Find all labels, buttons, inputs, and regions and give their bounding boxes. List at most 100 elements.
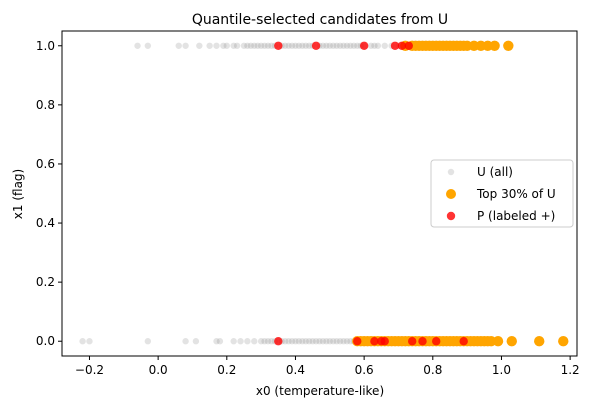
data-point-s0-y1-28 bbox=[302, 42, 309, 49]
series-0 bbox=[79, 42, 402, 345]
data-point-s0-y0-4 bbox=[192, 338, 200, 345]
data-point-s0-y1-19 bbox=[268, 42, 275, 49]
data-point-s1-y0-40 bbox=[492, 336, 504, 347]
data-point-s0-y0-1 bbox=[86, 338, 93, 345]
data-point-s0-y1-34 bbox=[326, 42, 333, 49]
y-tick-label: 1.0 bbox=[36, 39, 55, 53]
data-point-s0-y0-30 bbox=[323, 338, 330, 345]
data-point-s0-y1-12 bbox=[244, 42, 251, 49]
data-point-s0-y1-33 bbox=[323, 42, 330, 49]
legend: U (all) Top 30% of U P (labeled +) bbox=[430, 159, 574, 228]
data-point-s2-y0-6 bbox=[418, 337, 427, 346]
data-point-s2-y1-1 bbox=[311, 41, 321, 50]
data-point-s0-y0-22 bbox=[295, 338, 303, 345]
data-point-s0-y0-31 bbox=[326, 338, 333, 345]
data-point-s0-y1-38 bbox=[340, 42, 347, 49]
data-point-s0-y1-46 bbox=[371, 42, 378, 49]
data-point-s0-y1-16 bbox=[257, 42, 265, 49]
data-point-s0-y1-26 bbox=[295, 42, 303, 49]
data-point-s0-y0-8 bbox=[237, 338, 244, 345]
data-point-s0-y0-36 bbox=[343, 338, 351, 345]
legend-box bbox=[430, 159, 574, 228]
data-point-s2-y1-3 bbox=[390, 41, 400, 50]
data-point-s1-y1-22 bbox=[503, 40, 514, 51]
x-tick-label: 0.6 bbox=[355, 363, 374, 377]
data-point-s0-y1-41 bbox=[350, 42, 358, 49]
data-point-s0-y0-19 bbox=[285, 338, 292, 345]
data-point-s1-y0-43 bbox=[558, 336, 569, 347]
x-tick-label: 0.0 bbox=[149, 363, 168, 377]
data-point-s0-y0-3 bbox=[182, 338, 189, 345]
data-point-s0-y0-35 bbox=[340, 338, 347, 345]
data-point-s0-y0-37 bbox=[347, 338, 354, 345]
data-point-s0-y0-0 bbox=[79, 338, 86, 345]
data-point-s0-y0-28 bbox=[316, 338, 323, 345]
legend-label-p-labeled: P (labeled +) bbox=[477, 209, 555, 223]
data-point-s2-y0-2 bbox=[370, 337, 379, 346]
y-tick-label: 0.8 bbox=[36, 98, 55, 112]
data-point-s0-y1-10 bbox=[233, 42, 241, 49]
data-point-s0-y1-25 bbox=[292, 42, 299, 49]
data-point-s0-y1-5 bbox=[206, 42, 213, 49]
data-point-s0-y0-21 bbox=[292, 338, 299, 345]
chart-title: Quantile-selected candidates from U bbox=[192, 12, 448, 28]
x-axis: −0.2 0.0 0.2 0.4 0.6 0.8 1.0 1.2 bbox=[75, 356, 580, 377]
data-point-s2-y0-5 bbox=[408, 337, 417, 346]
data-point-s0-y1-0 bbox=[134, 42, 141, 49]
y-tick-label: 0.6 bbox=[36, 157, 55, 171]
data-point-s0-y0-13 bbox=[264, 338, 272, 345]
data-point-s0-y1-9 bbox=[230, 42, 237, 49]
data-point-s2-y1-0 bbox=[274, 41, 283, 50]
data-point-s0-y0-10 bbox=[251, 338, 258, 345]
data-point-s0-y1-27 bbox=[299, 42, 306, 49]
x-tick-label: −0.2 bbox=[75, 363, 104, 377]
x-tick-label: 0.2 bbox=[217, 363, 236, 377]
plot-frame bbox=[61, 30, 578, 357]
data-point-s0-y1-32 bbox=[319, 42, 327, 49]
data-point-s2-y0-8 bbox=[459, 337, 468, 346]
data-point-s0-y1-17 bbox=[261, 42, 268, 49]
y-tick-label: 0.4 bbox=[36, 216, 55, 230]
x-tick-label: 1.0 bbox=[492, 363, 511, 377]
data-point-s1-y0-42 bbox=[534, 336, 545, 347]
data-point-s0-y1-11 bbox=[240, 42, 248, 49]
data-point-s0-y0-7 bbox=[230, 338, 237, 345]
data-point-s0-y0-11 bbox=[257, 338, 265, 345]
data-point-s0-y1-48 bbox=[381, 42, 388, 49]
x-tick-label: 0.4 bbox=[286, 363, 305, 377]
legend-marker-u-all bbox=[447, 168, 455, 176]
data-point-s0-y0-25 bbox=[306, 338, 313, 345]
data-point-s0-y0-29 bbox=[319, 338, 327, 345]
data-point-s0-y1-45 bbox=[367, 42, 375, 49]
data-point-s0-y0-5 bbox=[213, 338, 220, 345]
data-point-s1-y0-41 bbox=[506, 336, 517, 347]
data-point-s0-y1-7 bbox=[220, 42, 227, 49]
data-point-s0-y1-18 bbox=[264, 42, 272, 49]
data-point-s0-y1-22 bbox=[281, 42, 289, 49]
y-axis: 0.0 0.2 0.4 0.6 0.8 1.0 bbox=[36, 39, 62, 348]
data-point-s2-y0-0 bbox=[274, 337, 283, 346]
data-point-s0-y0-14 bbox=[268, 338, 275, 345]
data-point-s0-y1-39 bbox=[343, 42, 351, 49]
data-point-s0-y1-29 bbox=[306, 42, 313, 49]
data-point-s0-y1-1 bbox=[144, 42, 152, 49]
data-point-s0-y1-3 bbox=[182, 42, 189, 49]
data-point-s0-y1-40 bbox=[347, 42, 354, 49]
data-point-s2-y0-4 bbox=[380, 337, 389, 346]
data-point-s0-y1-42 bbox=[354, 42, 361, 49]
legend-marker-top-30 bbox=[446, 189, 456, 199]
data-point-s0-y0-26 bbox=[309, 338, 316, 345]
data-point-s0-y0-6 bbox=[216, 338, 224, 345]
data-point-s0-y1-35 bbox=[330, 42, 337, 49]
data-point-s0-y1-36 bbox=[333, 42, 340, 49]
data-point-s0-y1-14 bbox=[251, 42, 258, 49]
data-point-s0-y1-37 bbox=[336, 42, 344, 49]
data-point-s0-y0-23 bbox=[299, 338, 306, 345]
x-tick-label: 1.2 bbox=[561, 363, 580, 377]
data-point-s0-y1-23 bbox=[285, 42, 292, 49]
series-2 bbox=[274, 41, 468, 346]
x-tick-label: 0.8 bbox=[423, 363, 442, 377]
data-point-s0-y0-9 bbox=[244, 338, 251, 345]
data-point-s0-y1-15 bbox=[254, 42, 261, 49]
